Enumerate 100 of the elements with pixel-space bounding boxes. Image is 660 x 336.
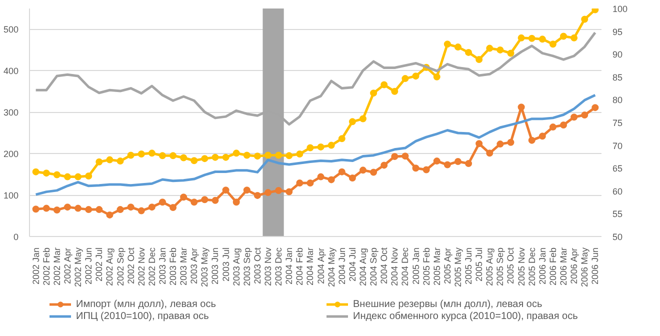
x-tick-label: 2002 Nov	[136, 247, 146, 286]
point	[317, 173, 324, 180]
point	[338, 168, 346, 176]
point	[496, 140, 504, 148]
point	[391, 153, 398, 160]
point	[549, 124, 556, 131]
x-tick-label: 2003 Jan	[157, 247, 168, 285]
x-tick-label: 2004 Oct	[379, 247, 390, 284]
point	[306, 144, 314, 152]
x-tick-label: 2003 Sep	[242, 247, 252, 286]
point	[212, 154, 219, 161]
x-tick-label: 2006 Jun	[590, 247, 600, 285]
point	[581, 16, 588, 23]
point	[74, 173, 82, 180]
x-tick-label: 2006 Mar	[558, 247, 569, 286]
point	[592, 104, 599, 112]
point	[433, 73, 440, 80]
x-tick-label: 2003 Oct	[252, 247, 262, 284]
x-tick-label: 2003 Mar	[178, 247, 189, 286]
point	[306, 180, 314, 187]
point	[254, 192, 261, 199]
x-tick-label: 2002 May	[73, 247, 84, 288]
point	[254, 152, 261, 160]
point	[32, 206, 40, 213]
point	[85, 172, 92, 180]
point	[412, 72, 420, 80]
y2-tick-label: 80	[612, 95, 623, 106]
y2-tick-label: 95	[612, 26, 623, 37]
point	[454, 44, 462, 51]
y2-tick-label: 100	[612, 4, 628, 14]
point	[190, 157, 198, 164]
point	[359, 115, 366, 122]
point	[42, 204, 50, 212]
x-tick-label: 2005 Nov	[516, 247, 526, 286]
x-tick-label: 2002 Sep	[115, 247, 126, 286]
y-tick-label: 300	[3, 108, 19, 118]
x-tick-label: 2003 Aug	[231, 248, 242, 286]
point	[359, 166, 366, 174]
point	[116, 206, 124, 214]
point	[518, 34, 525, 42]
x-tick-label: 2006 Apr	[569, 248, 580, 284]
point	[264, 189, 272, 196]
point	[476, 140, 483, 148]
x-tick-label: 2003 May	[200, 247, 210, 288]
point	[275, 152, 282, 159]
point	[275, 186, 282, 194]
y-tick-label: 0	[13, 232, 19, 242]
point	[380, 162, 388, 169]
x-tick-label: 2003 Feb	[168, 248, 178, 286]
point	[444, 40, 451, 48]
x-tick-label: 2002 Jan	[30, 247, 41, 285]
x-tick-label: 2004 Nov	[390, 247, 400, 286]
x-tick-label: 2003 Apr	[189, 248, 200, 284]
point	[391, 88, 398, 95]
x-tick-label: 2005 May	[452, 247, 463, 288]
point	[507, 138, 514, 146]
x-tick-label: 2002 Mar	[52, 247, 62, 286]
point	[138, 207, 145, 214]
point	[402, 75, 409, 82]
x-tick-label: 2003 Nov	[263, 247, 274, 286]
point	[317, 143, 324, 150]
point	[180, 154, 188, 162]
x-tick-label: 2003 Jun	[210, 247, 220, 285]
x-tick-label: 2005 Jul	[474, 247, 484, 282]
point	[348, 174, 356, 182]
point	[243, 152, 250, 159]
x-tick-label: 2002 Jun	[84, 247, 94, 285]
x-tick-label: 2004 Apr	[316, 248, 326, 284]
y-tick-label: 400	[3, 66, 19, 76]
point	[180, 194, 188, 201]
point	[538, 36, 546, 43]
point	[148, 150, 156, 157]
x-tick-label: 2004 Jan	[284, 247, 294, 285]
y2-tick-label: 50	[612, 232, 623, 242]
x-tick-label: 2005 Apr	[442, 248, 452, 284]
point	[328, 142, 335, 149]
x-tick-label: 2005 Aug	[484, 248, 495, 286]
point	[106, 156, 114, 164]
point	[158, 198, 166, 206]
x-tick-label: 2002 Jul	[94, 247, 104, 282]
point	[549, 40, 556, 48]
point	[201, 196, 208, 204]
point	[538, 132, 546, 140]
point	[570, 114, 578, 121]
point	[64, 204, 71, 211]
point	[222, 186, 230, 194]
x-tick-label: 2005 Feb	[421, 248, 432, 286]
point	[444, 161, 451, 168]
x-tick-label: 2002 Aug	[104, 248, 115, 286]
point	[486, 44, 494, 52]
point	[232, 150, 240, 157]
x-tick-label: 2004 Mar	[305, 247, 316, 286]
point	[53, 171, 60, 178]
x-tick-label: 2002 Apr	[62, 248, 72, 284]
point	[127, 152, 134, 159]
y2-tick-label: 75	[612, 118, 623, 128]
point	[570, 34, 578, 42]
point	[454, 158, 462, 165]
legend-label: Внешние резервы (млн долл), левая ось	[353, 298, 544, 310]
y-tick-label: 200	[3, 149, 19, 160]
